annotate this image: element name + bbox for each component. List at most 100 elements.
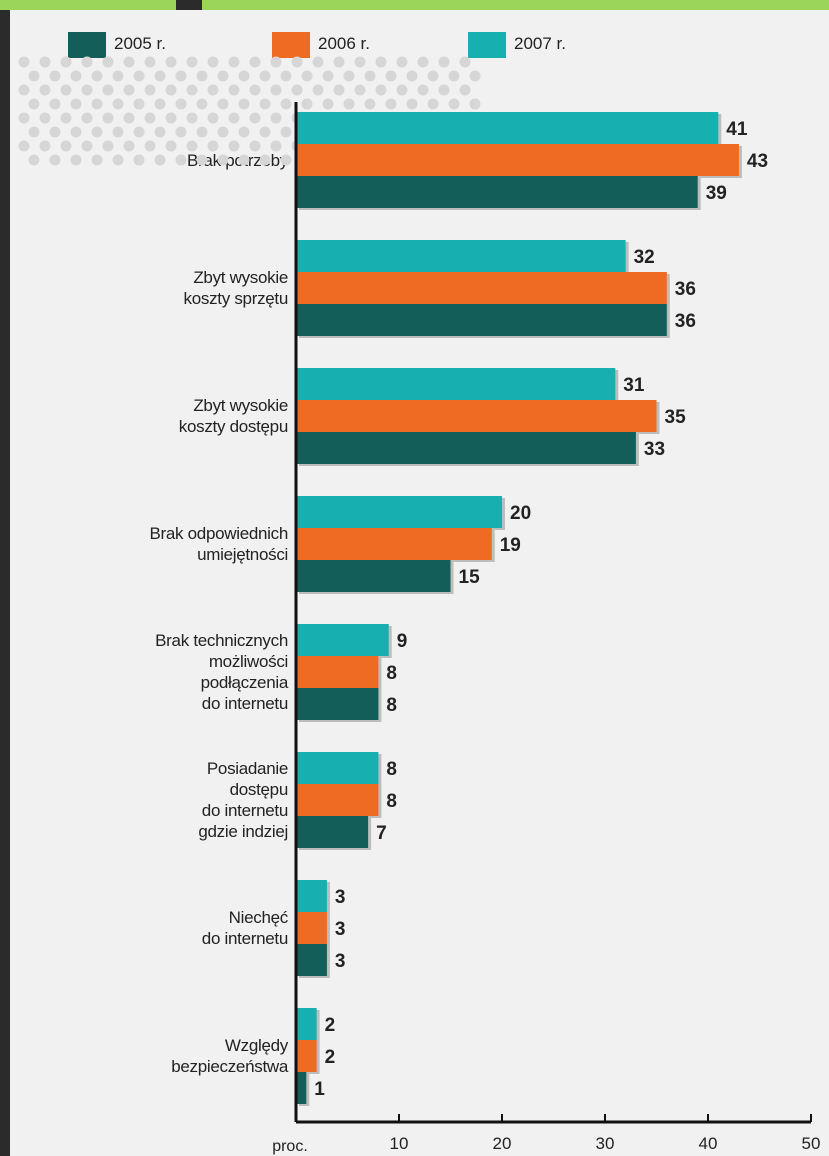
bar xyxy=(296,528,492,560)
background-dot xyxy=(123,56,135,68)
background-dot xyxy=(280,70,292,82)
data-label: 35 xyxy=(665,407,687,428)
data-label: 31 xyxy=(623,375,645,396)
background-dot xyxy=(459,84,471,96)
background-dot xyxy=(112,126,124,138)
legend-swatch xyxy=(272,32,310,58)
background-dot xyxy=(60,112,72,124)
background-dot xyxy=(438,84,450,96)
background-dot xyxy=(270,112,282,124)
background-dot xyxy=(417,56,429,68)
data-label: 43 xyxy=(747,151,768,172)
legend-swatch xyxy=(468,32,506,58)
x-tick-label: 30 xyxy=(596,1134,615,1153)
data-label: 7 xyxy=(376,823,387,844)
background-dot xyxy=(196,154,208,166)
background-dot xyxy=(249,112,261,124)
background-dot xyxy=(249,84,261,96)
background-dot xyxy=(60,56,72,68)
background-dot xyxy=(175,154,187,166)
data-label: 33 xyxy=(644,439,665,460)
background-dot xyxy=(102,140,114,152)
bar xyxy=(296,656,379,688)
bar xyxy=(296,912,327,944)
background-dot xyxy=(165,84,177,96)
top-strip-notch xyxy=(176,0,202,10)
background-dot xyxy=(312,84,324,96)
background-dot xyxy=(165,112,177,124)
background-dot xyxy=(280,98,292,110)
data-label: 2 xyxy=(325,1015,336,1036)
background-dot xyxy=(28,154,40,166)
bar xyxy=(296,1072,307,1104)
background-dot xyxy=(312,56,324,68)
background-dot xyxy=(238,126,250,138)
legend-label: 2005 r. xyxy=(114,34,166,53)
background-dot xyxy=(280,154,292,166)
background-dot xyxy=(154,154,166,166)
category-label: Zbyt wysokie koszty dostępu xyxy=(178,396,289,436)
background-dot xyxy=(18,112,30,124)
background-dot xyxy=(70,70,82,82)
background-dot xyxy=(39,140,51,152)
background-dot xyxy=(259,154,271,166)
data-label: 9 xyxy=(397,631,408,652)
background-dot xyxy=(322,98,334,110)
background-dot xyxy=(144,112,156,124)
x-tick-label: 20 xyxy=(493,1134,512,1153)
background-dot xyxy=(417,84,429,96)
background-dot xyxy=(301,70,313,82)
background-dot xyxy=(270,56,282,68)
background-dot xyxy=(259,98,271,110)
background-dot xyxy=(228,56,240,68)
legend-label: 2006 r. xyxy=(318,34,370,53)
background-dot xyxy=(165,140,177,152)
category-label: Niechęć do internetu xyxy=(201,908,289,948)
background-dot xyxy=(81,84,93,96)
bar xyxy=(296,176,698,208)
background-dot xyxy=(207,140,219,152)
background-dot xyxy=(60,140,72,152)
background-dot xyxy=(39,56,51,68)
background-dot xyxy=(301,98,313,110)
background-dot xyxy=(81,112,93,124)
background-dot xyxy=(175,70,187,82)
bar xyxy=(296,1040,317,1072)
background-dot xyxy=(186,84,198,96)
background-dot xyxy=(196,70,208,82)
bar xyxy=(296,368,616,400)
background-dot xyxy=(333,56,345,68)
data-label: 15 xyxy=(459,567,481,588)
bar xyxy=(296,944,327,976)
background-dot xyxy=(396,84,408,96)
background-dot xyxy=(123,84,135,96)
category-label: Brak odpowiednich umiejętności xyxy=(149,524,288,564)
background-dot xyxy=(133,98,145,110)
bar xyxy=(296,784,379,816)
x-tick-label: 10 xyxy=(390,1134,409,1153)
background-dot xyxy=(343,70,355,82)
background-dot xyxy=(196,98,208,110)
bar xyxy=(296,560,451,592)
background-dot xyxy=(144,56,156,68)
background-dot xyxy=(18,56,30,68)
background-dot xyxy=(81,56,93,68)
data-label: 8 xyxy=(386,759,397,780)
background-dot xyxy=(175,126,187,138)
bar xyxy=(296,752,379,784)
background-dot xyxy=(60,84,72,96)
top-strip xyxy=(0,0,829,10)
background-dot xyxy=(228,112,240,124)
background-dot xyxy=(49,98,61,110)
data-label: 41 xyxy=(726,119,748,140)
background-dot xyxy=(154,70,166,82)
chart-panel: 2005 r. 2006 r. 2007 r. Brak potrzeby Zbyt … xyxy=(10,10,829,1156)
data-label: 3 xyxy=(335,887,346,908)
background-dot xyxy=(165,56,177,68)
background-dot xyxy=(291,84,303,96)
background-dot xyxy=(70,126,82,138)
bar xyxy=(296,304,667,336)
category-label: Brak technicznych możliwości podłączenia… xyxy=(155,631,288,713)
background-dot xyxy=(123,112,135,124)
data-label: 8 xyxy=(386,695,397,716)
